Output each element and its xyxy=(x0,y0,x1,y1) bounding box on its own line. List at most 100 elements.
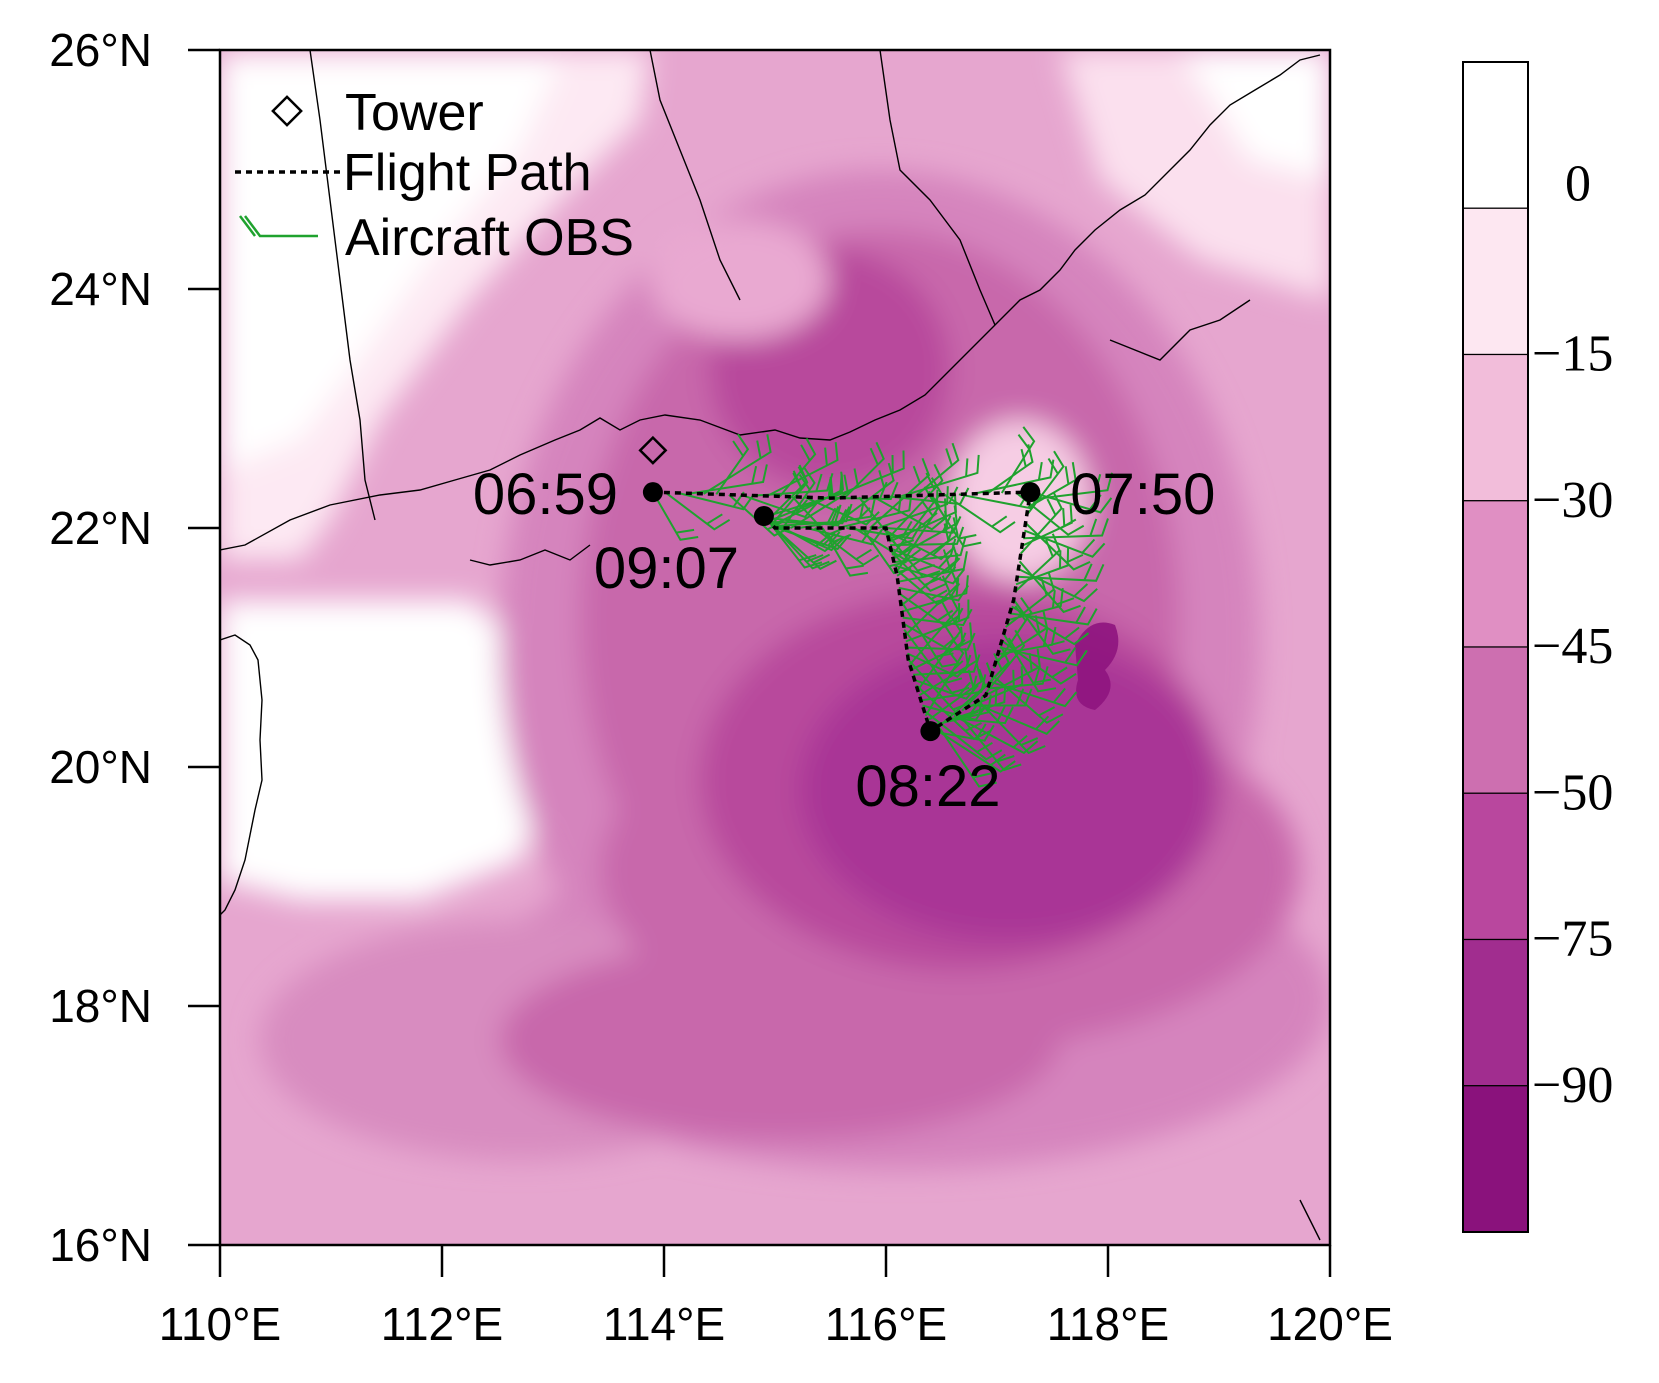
wind-barb xyxy=(965,666,1024,710)
lon-tick-label: 110°E xyxy=(159,1298,281,1350)
wind-barb xyxy=(774,527,837,571)
aircraft-obs-barbs xyxy=(652,426,1113,788)
legend-tower: Tower xyxy=(345,84,484,142)
wind-barb xyxy=(821,527,869,577)
legend-flight-path: Flight Path xyxy=(343,144,592,202)
wind-barb xyxy=(928,694,992,727)
wind-barb xyxy=(764,475,843,518)
wind-barb xyxy=(987,666,1049,690)
wind-barb xyxy=(1014,533,1061,593)
lon-axis: 110°E 112°E 114°E 116°E 118°E 120°E xyxy=(159,1245,1393,1350)
colorbar-swatch xyxy=(1462,207,1529,356)
time-label: 08:22 xyxy=(855,754,1000,819)
wind-barb xyxy=(1011,605,1090,646)
colorbar-label: −15 xyxy=(1532,326,1613,383)
legend-aircraft-obs: Aircraft OBS xyxy=(345,209,634,267)
wind-barb xyxy=(950,705,1014,725)
time-label: 07:50 xyxy=(1070,462,1215,527)
wind-barb xyxy=(1021,504,1073,547)
wind-barb xyxy=(926,663,983,722)
wind-barb xyxy=(894,568,954,606)
wind-barb xyxy=(853,527,921,562)
wind-barb xyxy=(905,599,970,643)
lat-tick-label: 24°N xyxy=(49,263,152,315)
time-label: 06:59 xyxy=(473,462,618,527)
wind-barb xyxy=(1025,450,1065,516)
wind-barb xyxy=(829,462,895,529)
time-marker-dot xyxy=(642,482,663,503)
wind-barb xyxy=(933,727,1016,773)
wind-barb xyxy=(769,506,851,525)
wind-barb xyxy=(765,507,848,527)
wind-barb xyxy=(770,523,830,570)
wind-barb xyxy=(1017,568,1098,603)
colorbar-label: −45 xyxy=(1532,618,1613,675)
time-markers: 06:59 07:50 08:22 09:07 xyxy=(473,462,1216,819)
colorbar-swatch xyxy=(1462,500,1529,648)
lat-tick-label: 22°N xyxy=(49,502,152,554)
wind-barb xyxy=(981,629,1026,699)
wind-barb xyxy=(992,597,1033,669)
wind-barb xyxy=(790,468,860,529)
shaded-field xyxy=(220,50,1330,1245)
wind-barb xyxy=(1024,529,1106,558)
tower-legend-icon xyxy=(271,95,303,127)
wind-barb xyxy=(888,493,957,543)
wind-barb xyxy=(899,599,960,668)
colorbar-swatch xyxy=(1462,792,1529,941)
wind-barb xyxy=(944,493,1016,534)
lon-tick-label: 112°E xyxy=(381,1298,503,1350)
wind-barb xyxy=(690,464,768,495)
legend: Tower Flight Path Aircraft OBS xyxy=(235,84,634,267)
wind-barb xyxy=(902,622,966,653)
tower-marker xyxy=(638,435,668,465)
wind-barb xyxy=(985,648,1041,697)
wind-barb xyxy=(886,534,941,579)
time-marker-dot xyxy=(920,721,941,742)
wind-barb xyxy=(977,699,1046,755)
wind-barb xyxy=(923,709,1003,761)
wind-barb xyxy=(906,632,976,651)
wind-barb xyxy=(898,592,961,627)
time-marker-dot xyxy=(753,506,774,527)
lat-axis: 16°N 18°N 20°N 22°N 24°N 26°N xyxy=(49,24,220,1271)
lat-tick-label: 18°N xyxy=(49,980,152,1032)
wind-barb xyxy=(886,530,956,561)
wind-barb xyxy=(773,503,853,528)
colorbar-frame xyxy=(1462,61,1529,1233)
aircraft-obs-legend-icon xyxy=(239,215,318,238)
colorbar-swatch xyxy=(1462,646,1529,794)
wind-barb xyxy=(652,491,699,541)
wind-barb xyxy=(937,725,997,788)
wind-barb xyxy=(715,433,750,495)
wind-barb xyxy=(1007,587,1064,622)
wind-barb xyxy=(995,610,1049,663)
wind-barb xyxy=(766,518,823,569)
wind-barb xyxy=(973,702,1061,735)
wind-barb xyxy=(1017,563,1105,582)
wind-barb xyxy=(903,628,970,694)
wind-barb xyxy=(1030,491,1113,514)
lon-tick-label: 120°E xyxy=(1267,1298,1393,1350)
wind-barb xyxy=(894,564,965,585)
wind-barb xyxy=(961,645,1010,712)
wind-barb xyxy=(1020,491,1063,555)
colorbar-label: −90 xyxy=(1532,1057,1613,1114)
wind-barb xyxy=(989,680,1078,708)
wind-barb xyxy=(901,454,980,497)
colorbar-label: 0 xyxy=(1565,155,1591,212)
wind-barb xyxy=(999,646,1088,667)
time-label: 09:07 xyxy=(594,536,739,601)
colorbar-swatch xyxy=(1462,938,1529,1087)
lat-tick-label: 16°N xyxy=(49,1219,152,1271)
colorbar-label: −50 xyxy=(1532,764,1613,821)
coastlines xyxy=(220,50,1321,1241)
wind-barb xyxy=(885,515,962,534)
lon-tick-label: 114°E xyxy=(603,1298,725,1350)
wind-barb xyxy=(890,551,948,592)
wind-barb xyxy=(1027,462,1077,509)
wind-barb xyxy=(906,652,971,678)
wind-barb xyxy=(907,658,979,720)
colorbar-label: −30 xyxy=(1532,472,1613,529)
wind-barb xyxy=(806,526,883,546)
